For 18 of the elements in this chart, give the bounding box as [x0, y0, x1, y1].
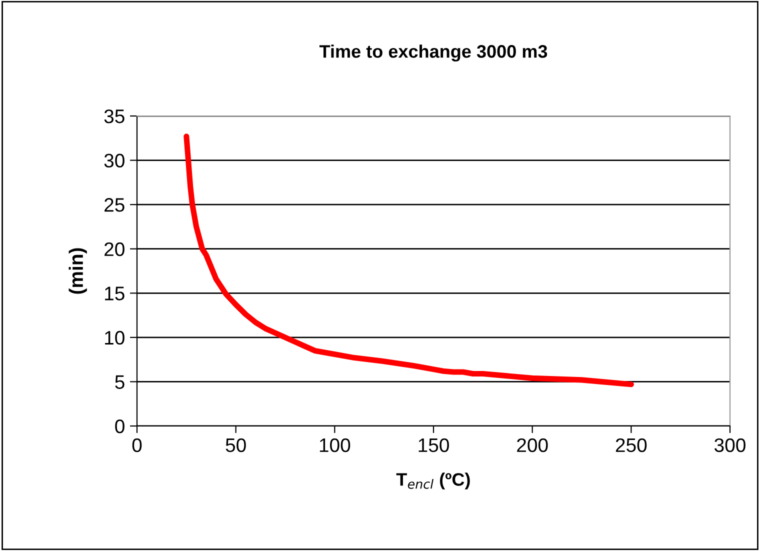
- x-tick-label: 250: [616, 438, 647, 452]
- y-axis-title: (min): [68, 248, 87, 294]
- x-tick-label: 0: [132, 438, 142, 452]
- y-tick-label: 15: [105, 286, 124, 300]
- chart-title: Time to exchange 3000 m3: [319, 44, 548, 62]
- x-tick-label: 200: [517, 438, 548, 452]
- x-axis-title: T$_{encl}$ (ºC): [396, 472, 470, 490]
- x-tick-label: 150: [418, 438, 449, 452]
- y-tick-label: 20: [104, 242, 124, 256]
- y-tick-label: 25: [104, 198, 124, 212]
- y-tick-label: 30: [104, 154, 124, 168]
- x-tick-label: 300: [714, 438, 746, 452]
- y-tick-label: 10: [105, 330, 124, 345]
- x-tick-label: 100: [320, 438, 350, 452]
- y-tick-label: 35: [104, 109, 124, 124]
- y-tick-label: 5: [115, 375, 124, 389]
- y-tick-label: 0: [115, 419, 124, 434]
- x-tick-label: 50: [226, 438, 246, 452]
